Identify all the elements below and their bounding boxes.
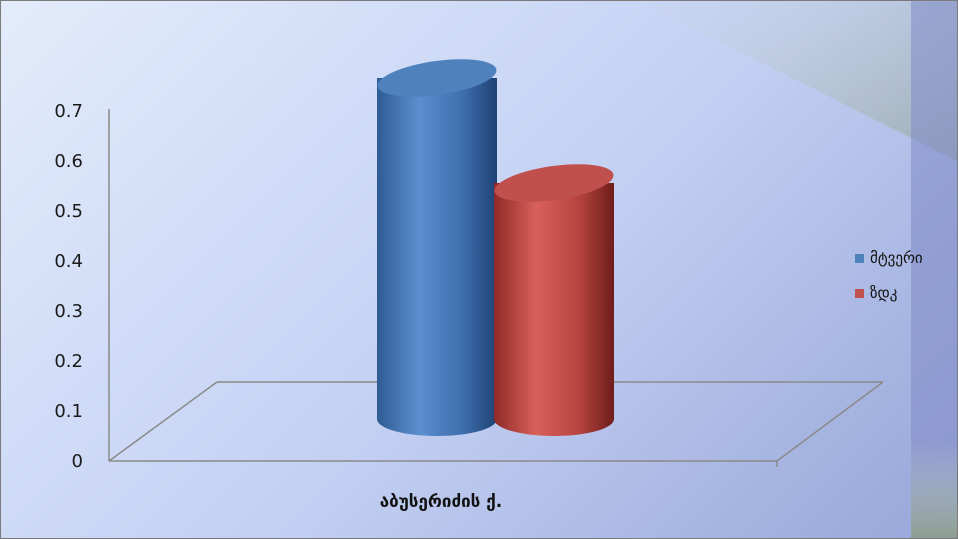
y-tick-label: 0.5 [54,201,83,222]
y-tick-label: 0.1 [54,401,83,422]
bar-top [377,59,497,97]
y-tick-labels: 0 0.1 0.2 0.3 0.4 0.5 0.6 0.7 [54,101,83,472]
bars [377,59,614,436]
y-tick-label: 0.3 [54,301,83,322]
category-label: აბუსერიძის ქ. [380,492,503,512]
legend-swatch-series-2 [855,289,864,298]
y-tick-label: 0.4 [54,251,83,272]
y-tick-label: 0.7 [54,101,83,122]
legend-swatch-series-1 [855,254,864,263]
y-tick-label: 0.6 [54,151,83,172]
bar-body [494,183,614,436]
bar-2 [494,164,614,436]
floor-right-edge [776,381,884,462]
legend: მტვერი ზდკ [855,249,923,302]
y-tick-label: 0.2 [54,351,83,372]
bar-body [377,78,497,436]
y-tick-label: 0 [72,451,83,472]
floor-left-edge [108,381,218,462]
legend-label-series-1: მტვერი [870,249,923,267]
bar-top [494,164,614,202]
legend-label-series-2: ზდკ [870,284,897,302]
bar-1 [377,59,497,436]
